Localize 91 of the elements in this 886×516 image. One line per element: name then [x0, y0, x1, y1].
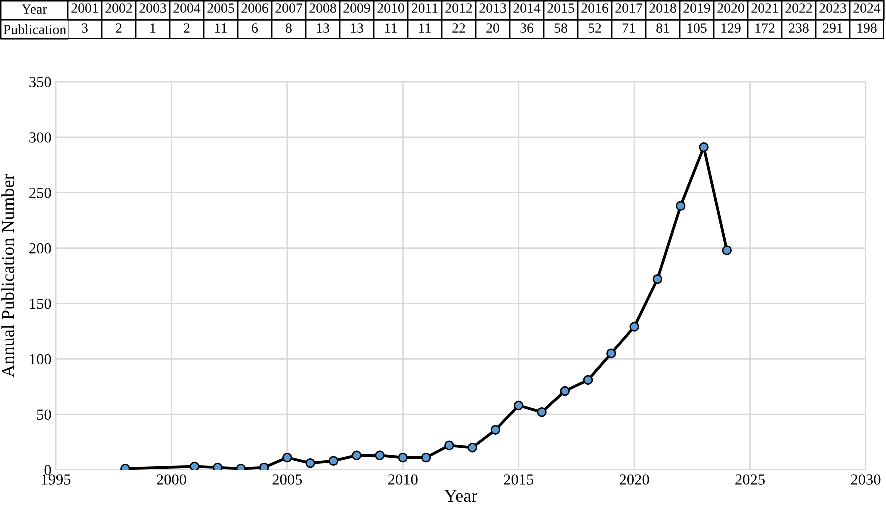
point: [421, 452, 432, 463]
point: [514, 400, 524, 411]
data-label: 291: [823, 24, 843, 33]
data-label: 6: [252, 24, 258, 33]
x-tick-label: 2002: [106, 4, 132, 14]
data-label: 20: [486, 24, 500, 33]
data-label: 58: [554, 24, 568, 33]
y-tick-label: 100: [30, 354, 52, 365]
point: [652, 274, 663, 284]
point: [722, 246, 732, 256]
x-axis-title: Year: [22, 4, 48, 14]
point: [490, 425, 501, 435]
x-tick-label: 2003: [140, 4, 166, 14]
x-tick-label: 2006: [242, 4, 268, 14]
data-label: 198: [858, 24, 877, 33]
x-tick-label: 2015: [504, 474, 534, 485]
x-tick-label: 2020: [620, 474, 650, 485]
x-tick-label: 2004: [174, 4, 201, 14]
x-tick-label: 2010: [378, 4, 404, 14]
x-tick-label: 2018: [650, 4, 676, 14]
data-label: 1: [150, 24, 156, 33]
point: [375, 450, 385, 460]
point: [444, 440, 454, 450]
data-label: 22: [452, 24, 466, 33]
data-label: 105: [688, 24, 707, 33]
x-tick-label: 2030: [851, 474, 881, 485]
data-label: 52: [588, 24, 602, 33]
x-tick-label: 1995: [42, 474, 71, 485]
x-tick-label: 2014: [514, 4, 541, 14]
data-label: 2: [184, 24, 190, 33]
data-label: 2: [116, 24, 122, 33]
point: [699, 142, 709, 152]
y-tick-label: 350: [30, 77, 52, 88]
point: [190, 462, 200, 470]
point: [630, 322, 640, 332]
y-tick-label: 150: [30, 298, 52, 310]
x-tick-label: 2005: [272, 474, 302, 485]
x-tick-label: 2005: [208, 4, 234, 14]
data-label: 129: [722, 24, 741, 33]
x-tick-label: 2001: [72, 4, 98, 14]
point: [606, 348, 616, 358]
x-tick-label: 2009: [344, 4, 370, 14]
x-tick-label: 2013: [480, 4, 506, 14]
x-tick-label: 2016: [582, 4, 608, 14]
x-axis-title: Year: [444, 490, 478, 502]
data-label: 238: [789, 24, 809, 33]
x-tick-label: 2015: [548, 4, 574, 14]
y-tick-label: 200: [30, 243, 52, 254]
data-label: 11: [386, 24, 397, 33]
x-tick-label: 2007: [276, 4, 302, 14]
data-label: 11: [420, 24, 431, 33]
x-tick-label: 2025: [736, 474, 765, 485]
x-tick-label: 2011: [412, 4, 438, 14]
point: [328, 456, 339, 466]
x-tick-label: 2017: [616, 4, 642, 14]
y-tick-label: Publication: [4, 24, 66, 34]
x-tick-label: 2012: [446, 4, 472, 14]
x-tick-label: 2000: [157, 474, 186, 485]
data-label: 11: [216, 24, 227, 33]
point: [306, 458, 316, 468]
x-tick-label: 2024: [854, 4, 881, 14]
data-label: 36: [520, 24, 534, 33]
point: [398, 452, 408, 463]
x-tick-label: 2023: [820, 4, 846, 14]
x-tick-label: 2020: [718, 4, 744, 14]
data-label: 8: [286, 24, 292, 33]
y-tick-label: 300: [30, 132, 52, 143]
x-tick-label: 2022: [786, 4, 812, 14]
point: [537, 407, 547, 418]
data-label: 81: [656, 24, 670, 33]
data-label: 13: [351, 24, 364, 33]
x-tick-label: 2019: [684, 4, 710, 14]
point: [560, 386, 570, 396]
y-tick-label: 50: [37, 410, 52, 420]
x-tick-label: 2008: [310, 4, 336, 14]
point: [282, 452, 292, 463]
y-axis-title: Annual Publication Number: [2, 174, 14, 378]
data-label: 13: [317, 24, 330, 33]
point: [676, 201, 686, 212]
point: [468, 442, 478, 453]
point: [259, 462, 270, 470]
data-label: 172: [756, 24, 775, 33]
data-label: 3: [82, 24, 88, 33]
data-label: 71: [622, 24, 636, 33]
point: [583, 375, 594, 386]
x-tick-label: 2021: [752, 4, 778, 14]
x-tick-label: 2010: [388, 474, 418, 485]
point: [213, 462, 223, 470]
y-tick-label: 250: [30, 188, 52, 198]
point: [352, 450, 362, 460]
y-tick-label: 0: [44, 465, 52, 476]
